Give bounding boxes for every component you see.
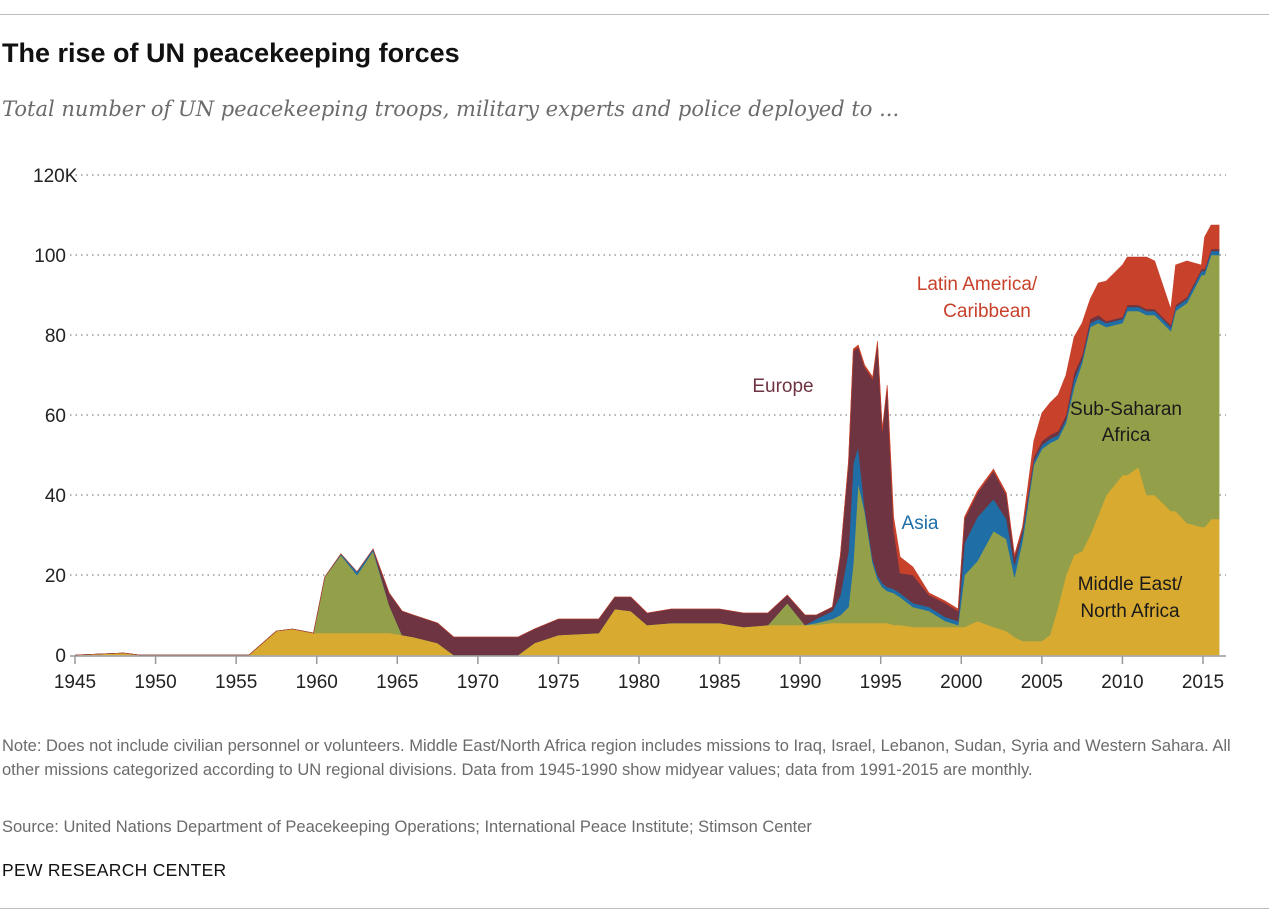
label-latam-2: Caribbean <box>943 301 1031 322</box>
y-tick-label: 100 <box>34 246 66 267</box>
x-tick-label: 2000 <box>940 672 982 693</box>
chart-title: The rise of UN peacekeeping forces <box>2 38 460 68</box>
area-series-1 <box>74 254 1220 656</box>
bottom-rule <box>0 908 1269 909</box>
label-ssa-1: Sub-Saharan <box>1070 399 1182 420</box>
label-ssa-2: Africa <box>1102 425 1151 446</box>
publisher-logo-text: PEW RESEARCH CENTER <box>2 860 227 880</box>
x-tick-label: 2005 <box>1021 672 1063 693</box>
x-tick-label: 1980 <box>618 672 660 693</box>
x-tick-label: 1960 <box>296 672 338 693</box>
y-tick-label: 40 <box>45 486 66 507</box>
chart-source: Source: United Nations Department of Pea… <box>2 818 812 836</box>
label-latam-1: Latin America/ <box>917 274 1038 295</box>
chart-subtitle: Total number of UN peacekeeping troops, … <box>2 97 900 121</box>
x-tick-label: 1995 <box>860 672 902 693</box>
x-tick-label: 1990 <box>779 672 821 693</box>
x-tick-label: 1945 <box>54 672 96 693</box>
x-tick-label: 1985 <box>698 672 740 693</box>
label-mena-2: North Africa <box>1080 601 1180 622</box>
x-tick-label: 2015 <box>1182 672 1224 693</box>
label-mena-1: Middle East/ <box>1078 574 1183 595</box>
x-tick-label: 2010 <box>1101 672 1143 693</box>
y-tick-label: 20 <box>45 566 66 587</box>
chart-note: Note: Does not include civilian personne… <box>2 737 1231 779</box>
y-tick-label: 0 <box>55 646 66 667</box>
top-rule <box>0 14 1269 15</box>
x-tick-label: 1955 <box>215 672 257 693</box>
label-europe: Europe <box>752 376 813 397</box>
x-tick-label: 1965 <box>376 672 418 693</box>
x-tick-label: 1970 <box>457 672 499 693</box>
y-tick-label: 60 <box>45 406 66 427</box>
x-tick-label: 1950 <box>134 672 176 693</box>
y-tick-label: 80 <box>45 326 66 347</box>
y-tick-label: 120K <box>33 166 78 187</box>
label-asia: Asia <box>902 513 939 534</box>
x-tick-label: 1975 <box>537 672 579 693</box>
area-series-4 <box>74 224 1220 656</box>
